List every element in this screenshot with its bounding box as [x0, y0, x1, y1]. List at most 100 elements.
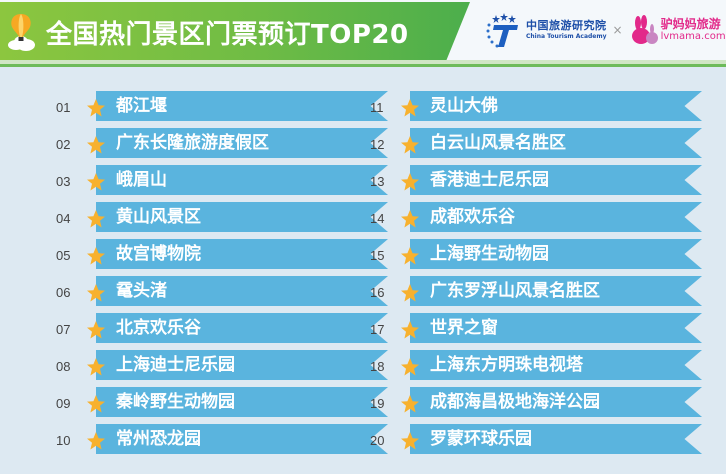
ribbon-banner	[96, 350, 388, 380]
ribbon-banner	[410, 276, 702, 306]
ribbon-banner	[410, 165, 702, 195]
ranking-row: 14 成都欢乐谷	[370, 200, 702, 237]
star-icon	[87, 173, 105, 191]
star-icon	[87, 284, 105, 302]
attraction-name: 峨眉山	[116, 170, 167, 190]
attraction-name: 上海东方明珠电视塔	[430, 355, 583, 375]
ribbon-banner	[410, 387, 702, 417]
rank-number: 17	[370, 322, 385, 337]
attraction-name: 成都海昌极地海洋公园	[430, 392, 600, 412]
rank-number: 07	[56, 322, 71, 337]
rank-number: 18	[370, 359, 385, 374]
cta-logo-chinese: 中国旅游研究院	[526, 19, 607, 32]
star-icon	[401, 99, 419, 117]
ranking-row: 19 成都海昌极地海洋公园	[370, 385, 702, 422]
lvmama-rabbit-logo-icon	[631, 15, 658, 44]
ribbon-banner	[96, 91, 388, 121]
rank-number: 14	[370, 211, 385, 226]
rank-number: 08	[56, 359, 71, 374]
star-icon	[87, 358, 105, 376]
ranking-row: 12 白云山风景名胜区	[370, 126, 702, 163]
ranking-list-right: 11 灵山大佛 12 白云山风景名胜区 13 香港迪士尼乐园 14 成都欢乐谷 …	[370, 89, 702, 459]
rank-number: 06	[56, 285, 71, 300]
star-icon	[401, 247, 419, 265]
attraction-name: 白云山风景名胜区	[430, 133, 566, 153]
header-divider-light	[0, 60, 726, 64]
attraction-name: 鼋头渚	[116, 281, 167, 301]
attraction-name: 秦岭野生动物园	[116, 392, 235, 412]
attraction-name: 北京欢乐谷	[116, 318, 201, 338]
rank-number: 09	[56, 396, 71, 411]
rank-number: 13	[370, 174, 385, 189]
ribbon-banner	[410, 350, 702, 380]
ranking-row: 13 香港迪士尼乐园	[370, 163, 702, 200]
logo-separator: ×	[612, 23, 623, 37]
rank-number: 02	[56, 137, 71, 152]
ribbon-banner	[96, 165, 388, 195]
attraction-name: 上海野生动物园	[430, 244, 549, 264]
star-icon	[87, 321, 105, 339]
rank-number: 15	[370, 248, 385, 263]
ranking-row: 07 北京欢乐谷	[56, 311, 388, 348]
star-icon	[87, 99, 105, 117]
ranking-row: 01 都江堰	[56, 89, 388, 126]
rank-number: 16	[370, 285, 385, 300]
ribbon-banner	[96, 424, 388, 454]
ribbon-banner	[96, 313, 388, 343]
hot-air-balloon-icon	[8, 14, 35, 51]
rank-number: 03	[56, 174, 71, 189]
ranking-row: 17 世界之窗	[370, 311, 702, 348]
star-icon	[401, 432, 419, 450]
header-divider	[0, 64, 726, 67]
ranking-row: 02 广东长隆旅游度假区	[56, 126, 388, 163]
rank-number: 05	[56, 248, 71, 263]
ribbon-banner	[410, 313, 702, 343]
page-title: 全国热门景区门票预订TOP20	[46, 20, 409, 50]
attraction-name: 黄山风景区	[116, 207, 201, 227]
attraction-name: 常州恐龙园	[116, 429, 201, 449]
rank-number: 20	[370, 433, 385, 448]
attraction-name: 灵山大佛	[430, 96, 498, 116]
ribbon-banner	[96, 128, 388, 158]
rank-number: 11	[370, 100, 384, 115]
star-icon	[401, 395, 419, 413]
star-icon	[87, 136, 105, 154]
ranking-row: 18 上海东方明珠电视塔	[370, 348, 702, 385]
ranking-row: 15 上海野生动物园	[370, 237, 702, 274]
ribbon-banner	[410, 202, 702, 232]
ranking-list-left: 01 都江堰 02 广东长隆旅游度假区 03 峨眉山 04 黄山风景区 05 故…	[56, 89, 388, 459]
ribbon-banner	[410, 239, 702, 269]
ranking-row: 20 罗蒙环球乐园	[370, 422, 702, 459]
ribbon-banner	[410, 91, 702, 121]
attraction-name: 都江堰	[116, 96, 167, 116]
ranking-row: 05 故宫博物院	[56, 237, 388, 274]
attraction-name: 上海迪士尼乐园	[116, 355, 235, 375]
china-tourism-academy-logo-icon	[486, 13, 518, 48]
ribbon-banner	[410, 424, 702, 454]
ranking-row: 10 常州恐龙园	[56, 422, 388, 459]
attraction-name: 世界之窗	[430, 318, 498, 338]
ribbon-banner	[96, 239, 388, 269]
star-icon	[87, 247, 105, 265]
header: 全国热门景区门票预订TOP20 中国旅游研究院 China Tourism Ac…	[0, 0, 726, 60]
attraction-name: 广东长隆旅游度假区	[116, 133, 269, 153]
ribbon-banner	[96, 202, 388, 232]
rank-number: 01	[56, 100, 71, 115]
rank-number: 10	[56, 433, 71, 448]
attraction-name: 香港迪士尼乐园	[430, 170, 549, 190]
star-icon	[401, 136, 419, 154]
title-banner: 全国热门景区门票预订TOP20	[0, 2, 470, 60]
star-icon	[87, 432, 105, 450]
ranking-row: 06 鼋头渚	[56, 274, 388, 311]
ranking-row: 09 秦岭野生动物园	[56, 385, 388, 422]
attraction-name: 成都欢乐谷	[430, 207, 515, 227]
ranking-row: 04 黄山风景区	[56, 200, 388, 237]
attraction-name: 广东罗浮山风景名胜区	[430, 281, 600, 301]
ranking-row: 16 广东罗浮山风景名胜区	[370, 274, 702, 311]
ribbon-banner	[96, 387, 388, 417]
cta-logo-english: China Tourism Academy	[526, 33, 607, 40]
rank-number: 04	[56, 211, 71, 226]
lvmama-logo-chinese: 驴妈妈旅游	[660, 17, 721, 31]
ranking-row: 11 灵山大佛	[370, 89, 702, 126]
star-icon	[401, 284, 419, 302]
